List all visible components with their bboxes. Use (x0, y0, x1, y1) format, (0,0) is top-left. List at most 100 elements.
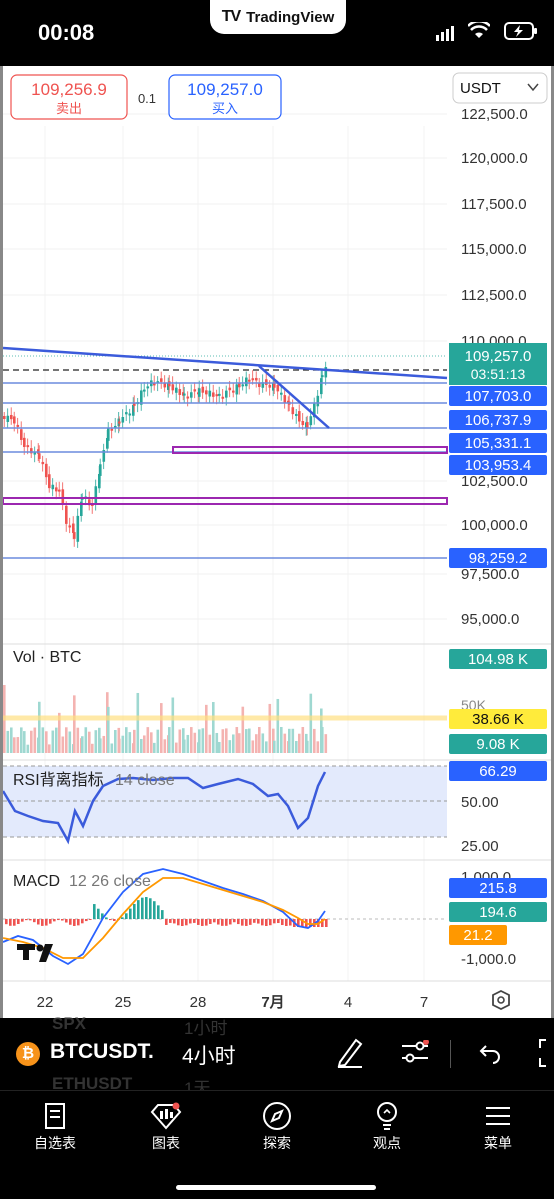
macd-hist-bar (273, 919, 276, 924)
volume-bar (160, 703, 163, 753)
macd-hist-bar (161, 910, 164, 919)
time-tick-2: 25 (115, 994, 132, 1011)
volume-bar (283, 733, 287, 753)
candle-body (201, 386, 205, 393)
volume-label-1: 104.98 K (468, 651, 528, 668)
macd-hist-bar (149, 898, 152, 919)
volume-bar (153, 742, 156, 753)
macd-hist-bar (201, 919, 204, 926)
volume-bar (91, 743, 94, 753)
candle-body (245, 377, 248, 387)
sell-button[interactable]: 109,256.9 卖出 (10, 74, 128, 120)
candle-body (291, 407, 295, 415)
candle-body (20, 429, 23, 440)
volume-bar (306, 740, 309, 753)
macd-hist-bar (109, 919, 112, 921)
macd-pane[interactable]: MACD 12 26 close 1,000.0 -1,000.0 215.8 … (2, 868, 547, 968)
drawing-pen-icon[interactable] (336, 1036, 364, 1068)
volume-bar (212, 702, 215, 753)
macd-hist-bar (61, 919, 64, 921)
volume-pane[interactable]: Vol · BTC 50K 104.98 K 38.66 K 9.08 K (3, 649, 547, 754)
candle-body (321, 375, 324, 378)
candle-body (68, 525, 72, 528)
buy-label: 买入 (212, 101, 238, 116)
fullscreen-icon[interactable] (536, 1038, 554, 1068)
candle-body (316, 395, 320, 407)
candle-body (132, 404, 135, 416)
candle-body (114, 425, 117, 428)
wifi-icon (468, 22, 490, 38)
rsi-pane[interactable]: RSI背离指标 14 close 66.29 50.00 25.00 (1, 761, 547, 855)
macd-hist-bar (253, 919, 256, 923)
macd-hist-bar (189, 919, 192, 924)
candle-body (76, 515, 80, 542)
volume-bar (208, 734, 212, 753)
candle-body (58, 489, 61, 492)
macd-hist-bar (65, 919, 68, 923)
buy-button[interactable]: 109,257.0 买入 (168, 74, 282, 120)
candle-body (265, 379, 268, 385)
nav-chart-label: 图表 (152, 1135, 180, 1151)
macd-hist-bar (49, 919, 52, 924)
macd-hist-bar (13, 919, 16, 926)
candle-body (273, 382, 276, 388)
time-axis[interactable]: 22 25 28 7月 4 7 (37, 994, 429, 1011)
chevron-down-icon (527, 83, 539, 92)
volume-bar (238, 733, 241, 753)
nav-explore[interactable]: 探索 (237, 1099, 317, 1153)
interval-selector[interactable]: 4小时 (182, 1045, 236, 1068)
volume-bar (316, 741, 320, 753)
nav-watchlist[interactable]: 自选表 (15, 1099, 95, 1153)
candle-body (26, 445, 30, 448)
level-label-1: 107,703.0 (465, 388, 532, 405)
candle-body (48, 474, 51, 489)
macd-hist-bar (289, 919, 292, 926)
candle-body (13, 416, 16, 424)
settings-hex-icon[interactable] (492, 989, 510, 1011)
undo-icon[interactable] (478, 1042, 502, 1064)
candle-body (198, 388, 201, 397)
currency-select[interactable]: USDT (452, 72, 548, 104)
candle-body (228, 387, 232, 391)
volume-bar (321, 727, 324, 753)
nav-ideas[interactable]: 观点 (347, 1099, 427, 1153)
volume-bar (168, 727, 171, 753)
spread-value: 0.1 (138, 91, 156, 106)
battery-icon (504, 22, 537, 40)
candle-body (38, 453, 41, 459)
macd-hist-bar (105, 917, 108, 919)
candle-body (313, 403, 316, 418)
nav-explore-label: 探索 (263, 1135, 291, 1151)
volume-bar (41, 727, 45, 753)
volume-bar (99, 738, 102, 753)
nav-chart[interactable]: 图表 (126, 1099, 206, 1153)
candle-body (140, 390, 143, 405)
chart-area[interactable]: 122,500.0 120,000.0 117,500.0 115,000.0 112,… (0, 66, 554, 1018)
volume-bar (276, 698, 280, 753)
candle-body (163, 383, 167, 388)
volume-bar (324, 734, 328, 753)
price-chart[interactable]: 122,500.0 120,000.0 117,500.0 115,000.0 112,… (1, 66, 551, 1018)
indicators-icon[interactable] (400, 1040, 430, 1066)
rsi-tick-25: 25.00 (461, 838, 499, 855)
faded-row-1: SPX (52, 1014, 86, 1034)
symbol-name[interactable]: BTCUSDT. (50, 1040, 154, 1063)
candle-body (225, 390, 228, 398)
volume-bar (51, 730, 55, 753)
price-tick: 95,000.0 (461, 611, 519, 628)
volume-bar (128, 732, 132, 753)
volume-bar (45, 731, 48, 753)
candle-body (183, 393, 186, 396)
candle-body (208, 390, 212, 397)
nav-menu[interactable]: 菜单 (458, 1099, 538, 1153)
nav-menu-label: 菜单 (484, 1135, 512, 1151)
volume-bar (313, 728, 316, 753)
candle-body (320, 378, 323, 395)
price-tick: 102,500.0 (461, 473, 528, 490)
macd-hist-bar (181, 919, 184, 926)
macd-hist-bar (125, 913, 128, 919)
candle-body (65, 505, 68, 524)
macd-hist-bar (325, 919, 328, 927)
current-price-label: 109,257.0 (465, 348, 532, 365)
candle-body (41, 461, 45, 465)
